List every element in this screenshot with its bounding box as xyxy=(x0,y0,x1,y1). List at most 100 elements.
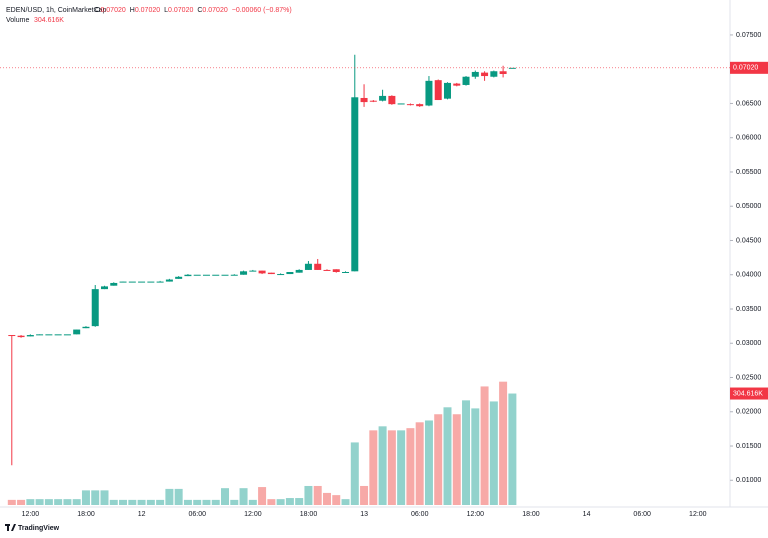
candle-body xyxy=(138,281,146,283)
candle-body xyxy=(508,67,516,69)
field-key: O xyxy=(95,7,101,14)
x-tick-label: 12 xyxy=(138,511,146,518)
y-tick-label: 0.02000 xyxy=(736,409,761,416)
field-key: C xyxy=(197,7,202,14)
candle-body xyxy=(156,281,164,283)
candle-body xyxy=(434,80,442,101)
volume-bar xyxy=(313,485,322,505)
volume-key: Volume xyxy=(6,17,29,24)
volume-bar xyxy=(350,442,359,505)
volume-bar xyxy=(44,499,53,505)
brand-name: TradingView xyxy=(18,525,60,532)
field-key: H xyxy=(130,7,135,14)
volume-bar xyxy=(119,499,128,505)
y-tick-label: 0.02500 xyxy=(736,374,761,381)
volume-bar xyxy=(156,499,165,505)
y-tick-label: 0.05000 xyxy=(736,203,761,210)
volume-bar xyxy=(91,490,100,505)
volume-bar xyxy=(462,400,471,505)
volume-bar xyxy=(137,499,146,505)
volume-bar xyxy=(276,499,285,505)
candle-body xyxy=(416,104,424,107)
candle-body xyxy=(388,95,396,105)
ohlc-header: O0.07020 H0.07020 L0.07020 C0.07020 −0.00060… xyxy=(95,7,292,14)
volume-bar xyxy=(221,488,230,505)
candle-body xyxy=(351,97,359,272)
volume-bar xyxy=(322,492,331,505)
volume-bar xyxy=(489,401,498,505)
candle-body xyxy=(397,103,405,105)
field-value: 0.07020 xyxy=(100,7,125,14)
y-tick-label: 0.01000 xyxy=(736,477,761,484)
candle-body xyxy=(119,281,127,283)
volume-bar xyxy=(165,488,174,505)
x-tick-label: 12:00 xyxy=(467,511,485,518)
candle-body xyxy=(369,100,377,102)
candle-body xyxy=(443,82,451,99)
volume-bar xyxy=(193,499,202,505)
volume-bar xyxy=(72,499,81,505)
volume-bar xyxy=(452,414,461,505)
candle-body xyxy=(240,271,248,275)
y-tick-label: 0.01500 xyxy=(736,443,761,450)
volume-bar xyxy=(332,495,341,505)
volume-value: 304.616K xyxy=(34,17,64,24)
price-tag-label: 0.07020 xyxy=(733,65,758,72)
candle-body xyxy=(36,334,44,336)
candle-body xyxy=(342,271,350,273)
candle-body xyxy=(406,104,414,106)
volume-bar xyxy=(387,430,396,505)
candle-body xyxy=(462,76,470,85)
volume-bar xyxy=(360,485,369,505)
candle-body xyxy=(267,272,275,275)
x-tick-label: 06:00 xyxy=(411,511,429,518)
candle-body xyxy=(379,95,387,101)
volume-bar xyxy=(81,490,90,505)
volume-tag xyxy=(730,387,768,400)
volume-bar xyxy=(230,499,239,505)
x-tick-label: 12:00 xyxy=(689,511,707,518)
volume-bar xyxy=(174,488,183,505)
volume-bar xyxy=(17,499,26,505)
candle-body xyxy=(453,83,461,86)
x-tick-label: 06:00 xyxy=(188,511,206,518)
volume-bar xyxy=(434,414,443,505)
volume-bar xyxy=(239,488,248,505)
y-tick-label: 0.06500 xyxy=(736,100,761,107)
volume-bar xyxy=(258,487,267,505)
candle-body xyxy=(73,329,81,335)
volume-bar xyxy=(54,499,63,505)
volume-bar xyxy=(109,499,118,505)
volume-bar xyxy=(378,426,387,505)
volume-bar xyxy=(295,498,304,505)
x-tick-label: 18:00 xyxy=(77,511,95,518)
candle-body xyxy=(82,326,90,329)
field-value: 0.07020 xyxy=(168,7,193,14)
y-tick-label: 0.07500 xyxy=(736,32,761,39)
volume-bar xyxy=(248,499,257,505)
candle-body xyxy=(481,72,489,77)
candle-body xyxy=(128,281,136,283)
branding: TradingView xyxy=(5,524,60,532)
candle-body xyxy=(193,274,201,276)
volume-bar xyxy=(7,499,16,505)
candle-body xyxy=(323,269,331,271)
volume-bar xyxy=(415,422,424,505)
volume-tag-label: 304.616K xyxy=(733,390,763,397)
field-key: L xyxy=(164,7,168,14)
candle-body xyxy=(8,335,16,337)
candle-body xyxy=(184,274,192,277)
volume-bar xyxy=(471,408,480,505)
candle-body xyxy=(165,279,173,282)
candle-body xyxy=(304,263,312,270)
x-tick-label: 14 xyxy=(583,511,591,518)
candle-body xyxy=(101,286,108,290)
x-tick-label: 18:00 xyxy=(522,511,540,518)
volume-bar xyxy=(128,499,137,505)
field-value: 0.07020 xyxy=(202,7,227,14)
field-value: 0.07020 xyxy=(135,7,160,14)
volume-bar xyxy=(267,499,276,505)
candle-body xyxy=(490,71,498,77)
candle-body xyxy=(471,71,479,77)
volume-bar xyxy=(304,485,313,505)
